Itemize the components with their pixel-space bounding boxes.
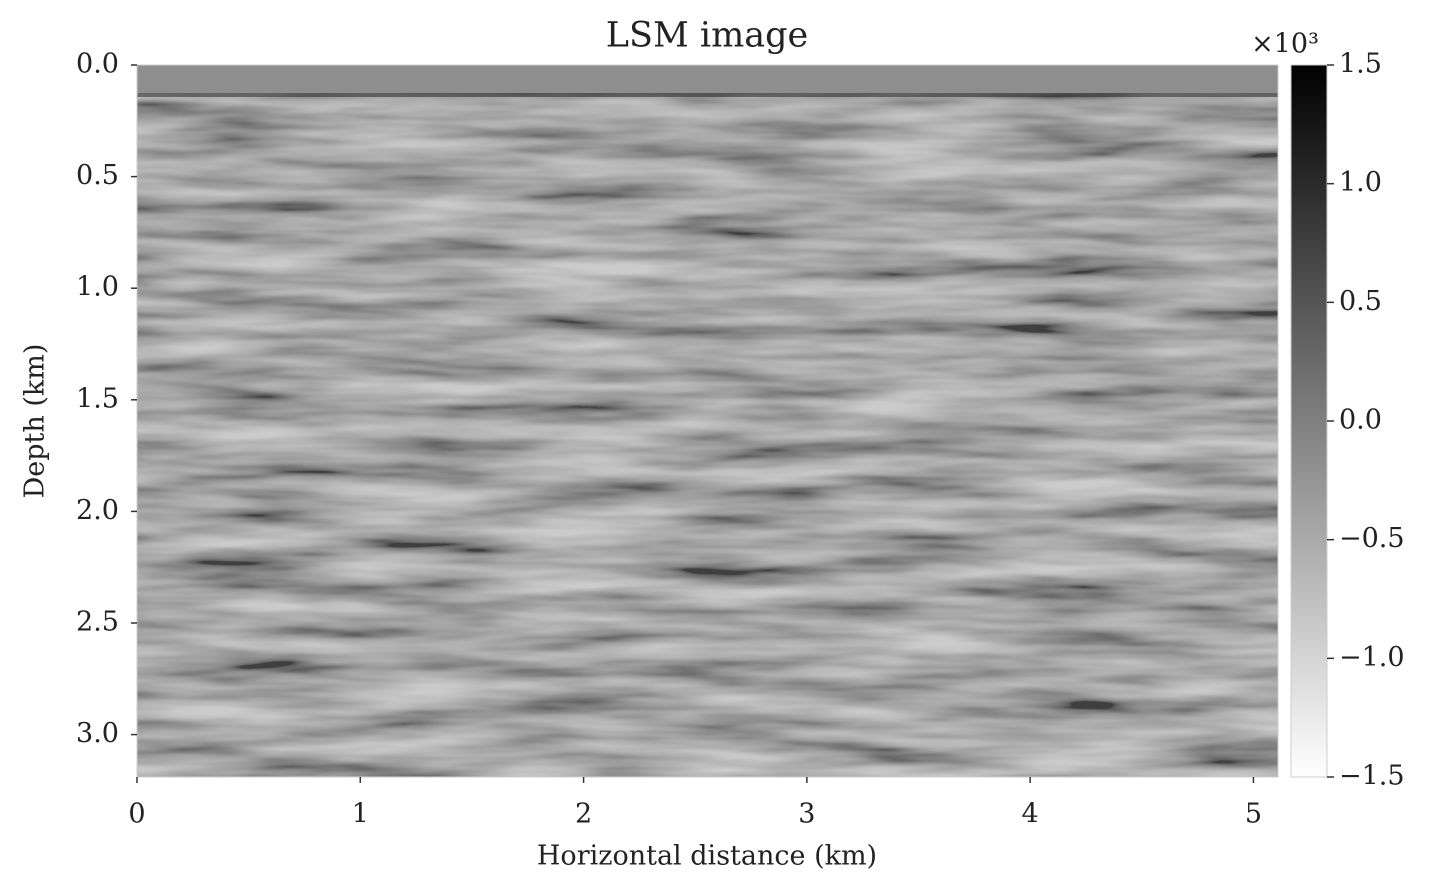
colorbar-tick-label: −0.5 <box>1339 523 1405 554</box>
seismic-image <box>137 65 1278 777</box>
y-tick-label: 0.0 <box>76 49 119 80</box>
y-tick-label: 3.0 <box>76 718 119 749</box>
x-tick-label: 1 <box>352 799 369 830</box>
x-tick-label: 4 <box>1022 799 1039 830</box>
colorbar-tick-label: −1.5 <box>1339 761 1405 792</box>
colorbar-tick-label: 0.0 <box>1339 405 1382 436</box>
seafloor <box>137 93 1278 97</box>
y-tick-label: 2.0 <box>76 495 119 526</box>
y-tick-label: 2.5 <box>76 606 119 637</box>
x-tick-label: 5 <box>1245 799 1262 830</box>
water-layer <box>137 65 1278 93</box>
y-tick-label: 0.5 <box>76 160 119 191</box>
x-axis-label: Horizontal distance (km) <box>537 841 877 872</box>
plot-frame <box>136 64 1279 778</box>
x-tick-label: 3 <box>798 799 815 830</box>
colorbar-tick-label: −1.0 <box>1339 642 1405 673</box>
colorbar <box>1290 64 1328 778</box>
chart-title: LSM image <box>606 16 809 56</box>
y-tick-label: 1.0 <box>76 272 119 303</box>
image-texture <box>137 65 1278 777</box>
image-tone <box>137 65 1278 777</box>
x-tick-label: 0 <box>128 799 145 830</box>
colorbar-tick-label: 0.5 <box>1339 286 1382 317</box>
colorbar-tick-label: 1.5 <box>1339 49 1382 80</box>
colorbar-offset: ×10³ <box>1251 29 1319 60</box>
x-tick-label: 2 <box>575 799 592 830</box>
y-tick-label: 1.5 <box>76 383 119 414</box>
colorbar-tick-label: 1.0 <box>1339 167 1382 198</box>
y-axis-label: Depth (km) <box>20 344 51 499</box>
